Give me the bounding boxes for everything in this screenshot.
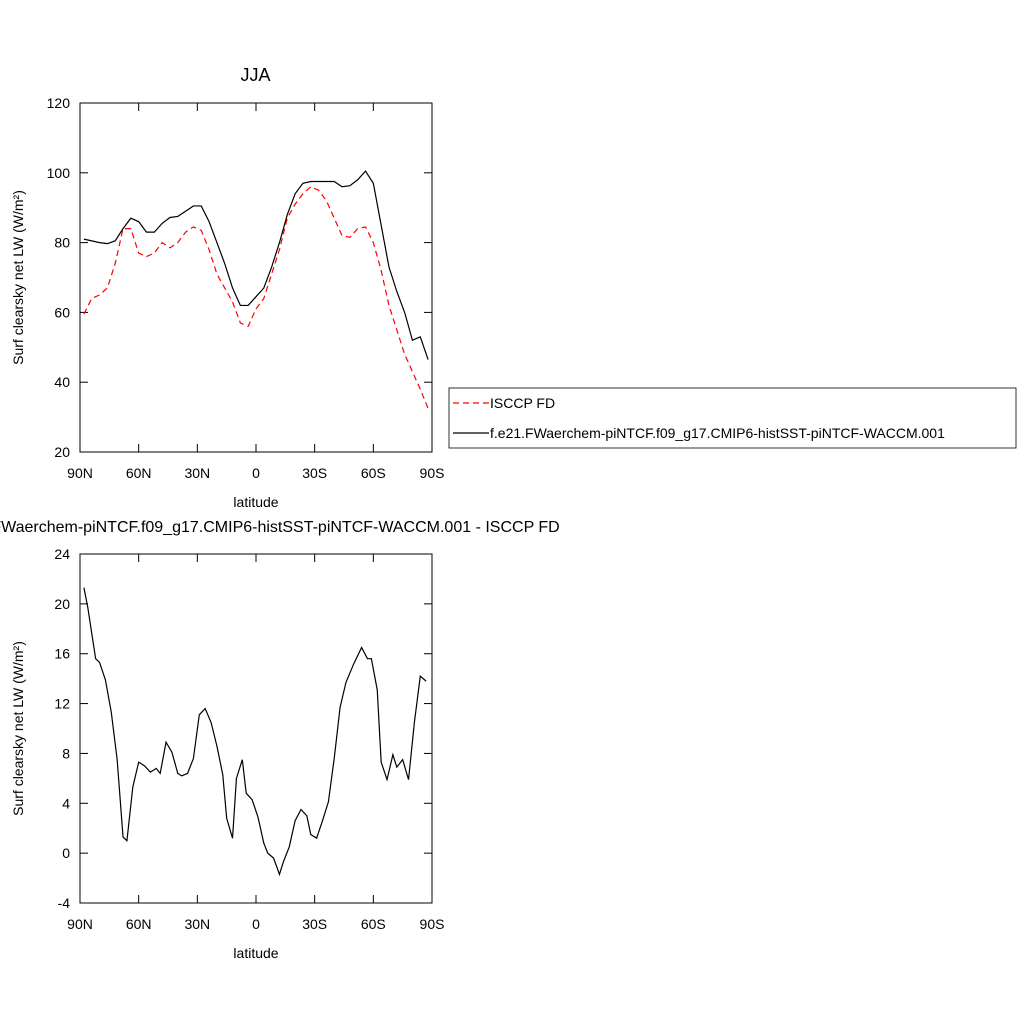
y-tick-label: 20	[54, 596, 70, 612]
x-tick-label: 90N	[67, 916, 93, 932]
y-tick-label: 24	[54, 546, 70, 562]
y-tick-label: 8	[62, 745, 70, 761]
legend-box	[448, 387, 1017, 449]
y-tick-label: 80	[54, 235, 70, 251]
x-tick-label: 0	[252, 916, 260, 932]
x-tick-label: 60S	[361, 465, 386, 481]
x-tick-label: 60N	[126, 465, 152, 481]
x-tick-label: 30N	[184, 465, 210, 481]
y-tick-label: 12	[54, 696, 70, 712]
legend-label: f.e21.FWaerchem-piNTCF.f09_g17.CMIP6-his…	[490, 425, 945, 441]
y-axis-label: Surf clearsky net LW (W/m²)	[10, 641, 26, 816]
y-axis-label: Surf clearsky net LW (W/m²)	[10, 190, 26, 365]
y-tick-label: 120	[47, 95, 71, 111]
x-tick-label: 30S	[302, 916, 327, 932]
data-line	[83, 186, 429, 409]
legend-label: ISCCP FD	[490, 395, 555, 411]
y-tick-label: 100	[47, 165, 71, 181]
plot-frame	[79, 102, 433, 453]
chart-title: f.e21.FWaerchem-piNTCF.f09_g17.CMIP6-his…	[0, 519, 560, 536]
x-tick-label: 30N	[184, 916, 210, 932]
data-line	[83, 587, 427, 877]
y-tick-label: 16	[54, 646, 70, 662]
y-tick-label: 4	[62, 795, 70, 811]
x-tick-label: 90S	[420, 465, 445, 481]
x-tick-label: 0	[252, 465, 260, 481]
y-tick-label: 20	[54, 444, 70, 460]
x-tick-label: 30S	[302, 465, 327, 481]
y-tick-label: 60	[54, 304, 70, 320]
x-axis-label: latitude	[233, 945, 278, 961]
y-tick-label: 40	[54, 374, 70, 390]
data-line	[83, 170, 429, 360]
x-tick-label: 90N	[67, 465, 93, 481]
x-tick-label: 60S	[361, 916, 386, 932]
x-axis-label: latitude	[233, 494, 278, 510]
x-tick-label: 90S	[420, 916, 445, 932]
y-tick-label: -4	[58, 895, 71, 911]
x-tick-label: 60N	[126, 916, 152, 932]
chart-title: JJA	[240, 65, 270, 85]
y-tick-label: 0	[62, 845, 70, 861]
